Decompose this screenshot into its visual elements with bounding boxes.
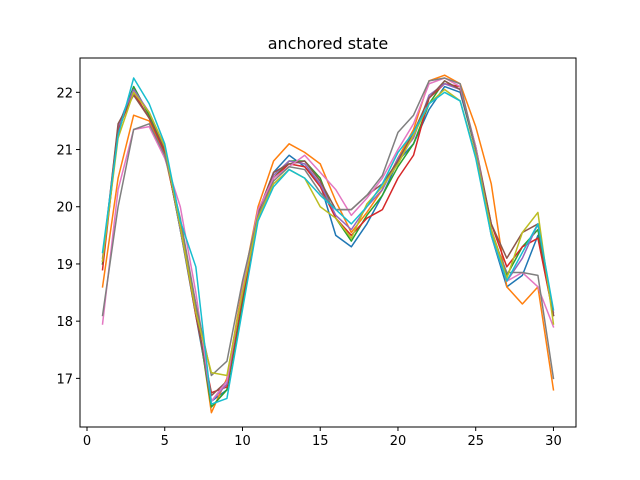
x-tick-label: 0 [83, 434, 91, 449]
x-tick-label: 15 [312, 434, 329, 449]
series-line-10 [101, 77, 555, 405]
chart-title: anchored state [268, 34, 389, 53]
x-tick-label: 5 [161, 434, 169, 449]
y-tick-label: 22 [56, 86, 73, 101]
series-layer [101, 74, 555, 414]
x-tick-label: 30 [545, 434, 562, 449]
x-tick-label: 20 [390, 434, 407, 449]
y-tick-label: 17 [56, 372, 73, 387]
x-tick-label: 25 [467, 434, 484, 449]
y-tick-label: 19 [56, 258, 73, 273]
y-tick-label: 20 [56, 201, 73, 216]
axes-frame [79, 57, 577, 428]
axes-layer: 0 5 10 15 20 25 30 17 18 19 20 21 22 [56, 57, 577, 449]
x-tick-label: 10 [234, 434, 251, 449]
y-tick-label: 21 [56, 144, 73, 159]
y-tick-label: 18 [56, 315, 73, 330]
